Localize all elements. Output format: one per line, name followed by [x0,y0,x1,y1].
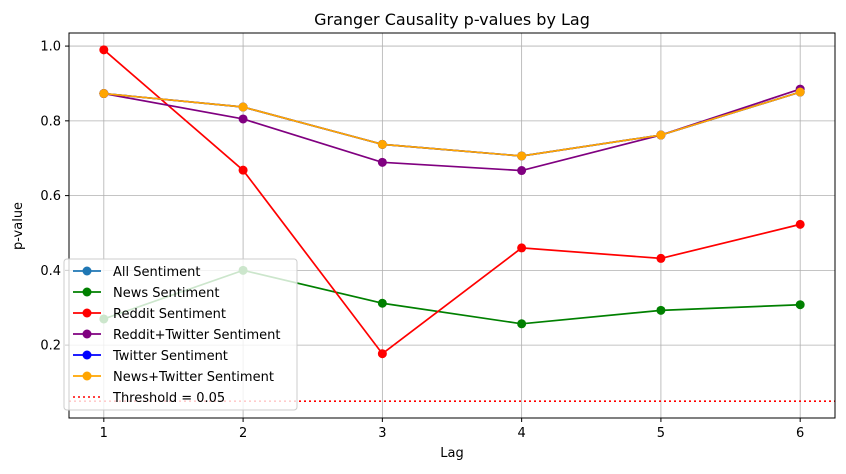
legend-box [63,258,298,411]
data-point [377,157,387,167]
data-point [377,298,387,308]
data-point [517,166,527,176]
data-point [377,349,387,359]
plot-frame [68,32,836,419]
chart-title: Granger Causality p-values by Lag [314,10,590,29]
legend-swatch-marker [82,371,92,381]
series-line [103,49,801,355]
series-line [103,91,801,157]
y-tick-label: 0.6 [40,189,61,204]
legend-swatch-marker [82,308,92,318]
data-point [517,243,527,253]
series-reddit-twitter-sentiment [99,84,805,176]
legend-label: All Sentiment [113,265,200,280]
data-point [517,151,527,161]
y-tick-label: 0.4 [40,264,61,279]
series-line [103,88,801,172]
legend-label: Reddit Sentiment [113,307,226,322]
legend-label: Twitter Sentiment [112,349,228,364]
legend-label: Threshold = 0.05 [112,391,225,406]
legend-swatch-marker [82,329,92,339]
data-point [795,87,805,97]
legend-swatch-marker [82,266,92,276]
series-news-twitter-sentiment [99,87,805,161]
legend-swatch-marker [82,287,92,297]
x-tick-label: 3 [378,426,386,441]
legend-swatch-marker [82,350,92,360]
series-reddit-sentiment [99,45,805,359]
x-tick-label: 6 [796,426,804,441]
data-point [238,102,248,112]
x-tick-label: 1 [100,426,108,441]
legend: All Sentiment News Sentiment Reddit Sentim… [63,258,298,411]
y-tick-label: 0.8 [40,114,61,129]
data-point [377,139,387,149]
x-tick-label: 2 [239,426,247,441]
data-point [238,114,248,124]
y-axis-label: p-value [11,202,26,250]
axis-ticks: 1 2 3 4 5 6 0.2 0.4 0.6 0.8 1.0 [40,40,804,441]
data-point [656,130,666,140]
data-point [795,300,805,310]
series-layer [99,45,805,359]
x-axis-label: Lag [440,446,463,461]
data-point [795,219,805,229]
data-point [656,253,666,263]
x-tick-label: 4 [517,426,525,441]
legend-label: News Sentiment [113,286,219,301]
y-tick-label: 0.2 [40,339,61,354]
data-point [99,89,109,99]
y-tick-label: 1.0 [40,40,61,55]
data-point [656,305,666,315]
legend-label: Reddit+Twitter Sentiment [113,328,280,343]
data-point [517,319,527,329]
legend-label: News+Twitter Sentiment [113,370,274,385]
data-point [238,165,248,175]
x-tick-label: 5 [657,426,665,441]
data-point [99,45,109,55]
